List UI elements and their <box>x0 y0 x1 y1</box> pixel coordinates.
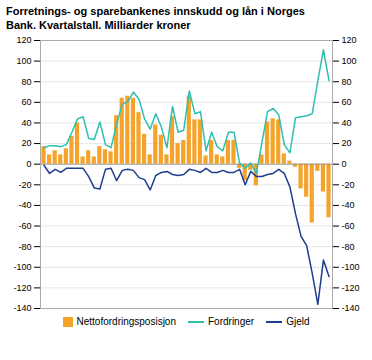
svg-text:20: 20 <box>21 138 31 148</box>
svg-text:-140: -140 <box>342 303 360 313</box>
svg-text:100: 100 <box>16 56 31 66</box>
svg-text:-140: -140 <box>13 303 31 313</box>
svg-text:40: 40 <box>21 118 31 128</box>
svg-text:-20: -20 <box>342 180 355 190</box>
html-text:Nettofordringsposisjon: Nettofordringsposisjon <box>76 316 176 327</box>
svg-text:-100: -100 <box>13 262 31 272</box>
html-text:Forretnings- og sparebankenes: Forretnings- og sparebankenes innskudd o… <box>6 5 305 17</box>
svg-text:60: 60 <box>342 97 352 107</box>
svg-text:80: 80 <box>21 77 31 87</box>
svg-text:40: 40 <box>342 118 352 128</box>
svg-text:-60: -60 <box>342 221 355 231</box>
html-text:Gjeld: Gjeld <box>286 316 310 327</box>
svg-text:-20: -20 <box>18 180 31 190</box>
svg-text:100: 100 <box>342 56 357 66</box>
svg-text:-120: -120 <box>342 283 360 293</box>
svg-text:-100: -100 <box>342 262 360 272</box>
html-text:Fordringer: Fordringer <box>208 316 255 327</box>
svg-text:-40: -40 <box>342 200 355 210</box>
svg-text:120: 120 <box>342 35 357 45</box>
html-text:Bank. Kvartalstall. Milliarder: Bank. Kvartalstall. Milliarder kroner <box>6 19 191 31</box>
svg-text:0: 0 <box>342 159 347 169</box>
svg-text:-120: -120 <box>13 283 31 293</box>
svg-text:20: 20 <box>342 138 352 148</box>
svg-text:0: 0 <box>26 159 31 169</box>
svg-text:120: 120 <box>16 35 31 45</box>
svg-text:60: 60 <box>21 97 31 107</box>
svg-text:-80: -80 <box>18 242 31 252</box>
svg-text:-60: -60 <box>18 221 31 231</box>
svg-text:80: 80 <box>342 77 352 87</box>
svg-text:-40: -40 <box>18 200 31 210</box>
svg-text:-80: -80 <box>342 242 355 252</box>
